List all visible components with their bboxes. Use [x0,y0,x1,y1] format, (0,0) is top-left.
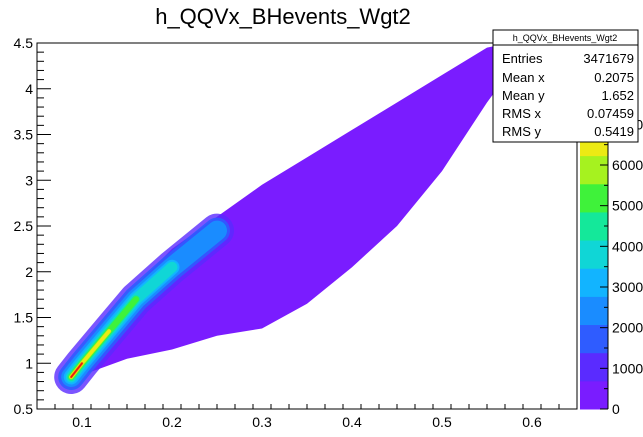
y-tick-label: 1.5 [14,310,34,326]
x-axis: 0.1 0.2 0.3 0.4 0.5 0.6 [36,404,578,430]
stats-mean-x-label: Mean x [502,70,545,85]
y-tick-label: 4.5 [14,35,34,51]
colorbar-band [580,324,608,354]
x-tick-label: 0.4 [342,414,362,430]
colorbar-tick-label: 4000 [612,238,643,254]
density-layer-10 [70,362,83,378]
chart-title: h_QQVx_BHevents_Wgt2 [155,4,411,29]
colorbar-band [580,211,608,241]
colorbar-tick-label: 2000 [612,320,643,336]
stats-rms-x-value: 0.07459 [587,106,634,121]
colorbar-band [580,352,608,382]
stats-box: h_QQVx_BHevents_Wgt2 Entries 3471679 Mea… [492,29,639,143]
stats-entries-label: Entries [502,51,543,66]
y-tick-label: 2.5 [14,218,34,234]
stats-rms-x-label: RMS x [502,106,542,121]
colorbar-tick-label: 1000 [612,360,643,376]
y-tick-label: 3.5 [14,127,34,143]
density-fill [68,43,514,380]
stats-box-title: h_QQVx_BHevents_Wgt2 [513,33,618,43]
stats-mean-x-value: 0.2075 [594,70,634,85]
x-tick-label: 0.2 [162,414,182,430]
y-tick-label: 1 [25,355,33,371]
colorbar-band [580,296,608,326]
y-tick-label: 4 [25,81,33,97]
stats-entries-value: 3471679 [583,51,634,66]
x-tick-label: 0.3 [252,414,272,430]
stats-mean-y-value: 1.652 [601,88,634,103]
colorbar-tick-label: 3000 [612,279,643,295]
colorbar-band [580,380,608,410]
colorbar-tick-label: 5000 [612,198,643,214]
density-region [54,43,514,394]
colorbar-band [580,183,608,213]
colorbar-band [580,240,608,269]
y-tick-label: 3 [25,172,33,188]
stats-rms-y-label: RMS y [502,124,542,139]
x-tick-label: 0.1 [72,414,92,430]
x-tick-label: 0.6 [522,414,542,430]
y-axis: 0.5 1 1.5 2 2.5 3 3.5 4 4.5 [14,35,51,417]
stats-rms-y-value: 0.5419 [594,124,634,139]
y-tick-label: 2 [25,264,33,280]
stats-box-frame [492,29,639,143]
x-tick-label: 0.5 [432,414,452,430]
stats-mean-y-label: Mean y [502,88,545,103]
colorbar-tick-label: 6000 [612,157,643,173]
colorbar-tick-label: 0 [612,401,620,417]
y-tick-label: 0.5 [14,401,34,417]
colorbar-band [580,155,608,185]
colorbar-band [580,268,608,297]
